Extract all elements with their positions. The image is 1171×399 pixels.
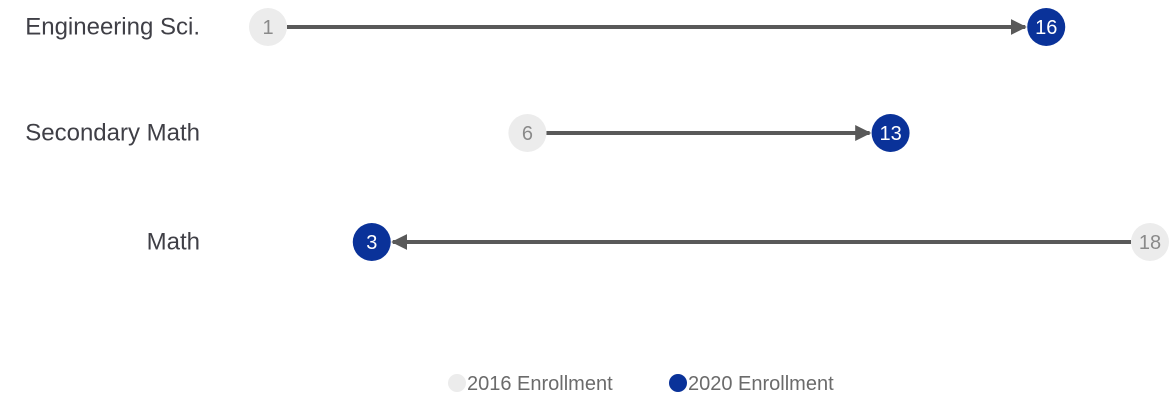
category-label: Secondary Math — [25, 120, 200, 147]
legend-label: 2020 Enrollment — [688, 373, 834, 395]
value-label-2016: 1 — [262, 17, 273, 39]
legend-label: 2016 Enrollment — [467, 373, 613, 395]
legend-swatch — [448, 374, 466, 392]
dumbbell-row: Math 18 3 — [147, 223, 1169, 261]
point-2020 — [352, 223, 391, 261]
value-label-2016: 18 — [1139, 232, 1161, 254]
point-2020 — [871, 114, 910, 152]
category-label: Engineering Sci. — [25, 14, 200, 41]
dumbbell-row: Secondary Math 6 13 — [25, 114, 910, 152]
dumbbell-row: Engineering Sci. 1 16 — [25, 8, 1066, 46]
point-2016 — [1131, 223, 1169, 261]
legend: 2016 Enrollment 2020 Enrollment — [448, 373, 834, 395]
value-label-2020: 13 — [879, 123, 901, 145]
chart-rows: Engineering Sci. 1 16 Secondary Math 6 13 Math… — [25, 8, 1169, 261]
value-label-2016: 6 — [522, 123, 533, 145]
legend-item-2020: 2020 Enrollment — [669, 373, 834, 395]
point-2020 — [1027, 8, 1066, 46]
value-label-2020: 16 — [1035, 17, 1057, 39]
value-label-2020: 3 — [366, 232, 377, 254]
point-2016 — [249, 8, 287, 46]
category-label: Math — [147, 229, 200, 256]
legend-swatch — [669, 374, 687, 392]
point-2016 — [508, 114, 547, 152]
legend-item-2016: 2016 Enrollment — [448, 373, 613, 395]
